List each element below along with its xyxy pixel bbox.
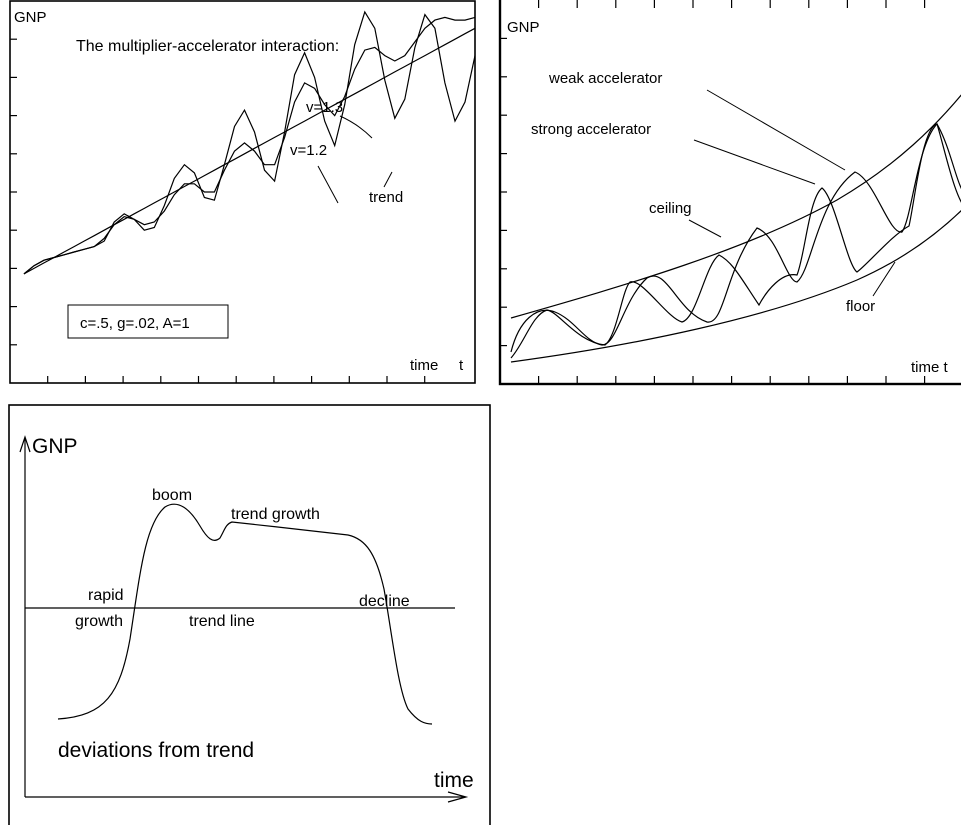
chart-frame (8, 404, 491, 825)
label-v13: v=1.3 (306, 99, 343, 116)
leader-strong (693, 139, 816, 185)
label-decline: decline (359, 593, 410, 610)
trend-line-label: trend line (189, 613, 255, 630)
x-axis-arrow (447, 791, 469, 803)
floor-curve (510, 210, 961, 363)
params-text: c=.5, g=.02, A=1 (80, 315, 190, 332)
label-growth: growth (75, 613, 123, 630)
label-strong-accelerator: strong accelerator (531, 121, 651, 138)
leader-v12 (317, 165, 339, 204)
series-group (23, 10, 476, 275)
strong-accelerator-curve (510, 123, 961, 359)
label-v12: v=1.2 (290, 142, 327, 159)
x-axis-symbol: t (459, 357, 464, 374)
chart-frame (9, 0, 476, 384)
series-line-trend (23, 27, 476, 275)
leader-v13 (339, 115, 373, 139)
label-trend: trend (369, 189, 403, 206)
y-axis-arrow (19, 435, 31, 453)
axis-ticks (500, 0, 926, 384)
chart-title: The multiplier-accelerator interaction: (76, 38, 339, 55)
label-rapid: rapid (88, 587, 124, 604)
y-axis-label: GNP (507, 19, 540, 36)
label-ceiling: ceiling (649, 200, 692, 217)
x-axis-label: time (410, 357, 438, 374)
ceiling-floor-chart: GNP weak accelerator strong accelerator … (498, 0, 961, 386)
ceiling-curve (510, 94, 961, 319)
multiplier-accelerator-chart: GNP The multiplier-accelerator interacti… (9, 0, 476, 384)
y-axis-label: GNP (14, 9, 47, 26)
label-weak-accelerator: weak accelerator (548, 70, 662, 87)
x-axis-label: time (434, 769, 474, 792)
caption: deviations from trend (58, 739, 254, 762)
series-line-v-1-2 (23, 16, 476, 275)
leader-floor (872, 261, 896, 297)
y-axis-label: GNP (32, 435, 78, 458)
chart-frame (498, 0, 961, 386)
label-floor: floor (846, 298, 875, 315)
leader-trend (383, 171, 393, 188)
deviation-curve (57, 503, 433, 725)
label-trend-growth: trend growth (231, 506, 320, 523)
label-boom: boom (152, 487, 192, 504)
deviations-from-trend-chart: GNP boom trend growth rapid growth decli… (8, 404, 491, 825)
params-box (67, 304, 229, 339)
leader-ceiling (688, 219, 722, 238)
series-line-v-1-3 (23, 10, 476, 275)
axis-ticks (10, 38, 426, 383)
leader-weak (706, 89, 846, 171)
x-axis-label: time t (911, 359, 949, 376)
